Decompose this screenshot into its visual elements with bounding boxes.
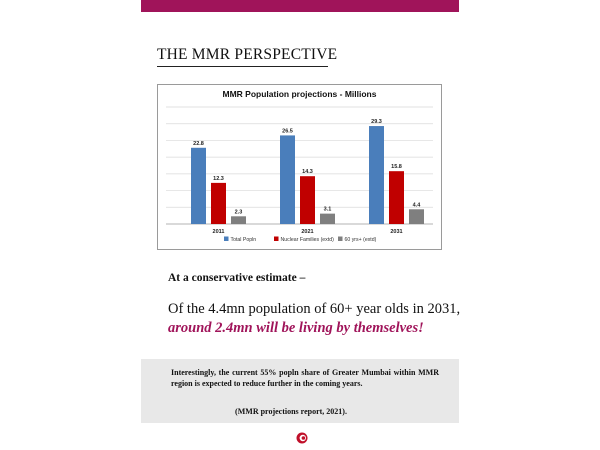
bar-data-label: 22.8: [193, 141, 204, 147]
note-source: (MMR projections report, 2021).: [235, 407, 347, 416]
legend-label: Nuclear Families (extd): [281, 237, 335, 243]
bar: [300, 176, 315, 224]
chart-plot: 22.8 12.3 2.3 2011 26.5 14.3 3.1 2021 29.3 15.8 4.…: [166, 106, 433, 243]
bar-data-label: 2.3: [235, 209, 243, 215]
bar-data-label: 29.3: [371, 119, 382, 125]
bar: [389, 171, 404, 224]
bar: [320, 213, 335, 224]
legend-label: 60 yrs+ (extd): [345, 237, 377, 243]
estimate-label: At a conservative estimate –: [168, 272, 306, 284]
bar: [280, 135, 295, 224]
bar: [191, 147, 206, 224]
legend-swatch: [274, 236, 279, 241]
note-text: Interestingly, the current 55% popln sha…: [171, 368, 439, 388]
x-tick-label: 2011: [213, 229, 225, 235]
bar: [369, 126, 384, 224]
bar-data-label: 14.3: [302, 169, 313, 175]
legend-label: Total Popln: [231, 237, 257, 243]
top-accent-bar: [141, 0, 459, 12]
bar-data-label: 3.1: [324, 207, 332, 213]
bar-data-label: 12.3: [213, 176, 224, 182]
bar-data-label: 26.5: [282, 128, 293, 134]
circular-logo-icon: [296, 432, 308, 444]
legend-swatch: [338, 236, 343, 241]
note-box: Interestingly, the current 55% popln sha…: [141, 359, 459, 423]
legend-swatch: [224, 236, 229, 241]
bar: [211, 182, 226, 224]
x-tick-label: 2031: [390, 229, 402, 235]
bar-data-label: 15.8: [391, 164, 402, 170]
highlight-statement: around 2.4mn will be living by themselve…: [168, 320, 424, 336]
page-heading: THE MMR PERSPECTIVE: [157, 46, 338, 63]
population-chart: MMR Population projections - Millions 22…: [157, 84, 442, 250]
x-tick-label: 2021: [301, 229, 313, 235]
heading-underline: [157, 66, 328, 67]
bar-data-label: 4.4: [413, 202, 422, 208]
chart-title: MMR Population projections - Millions: [222, 89, 377, 99]
bar: [409, 209, 424, 224]
bar: [231, 216, 246, 224]
stat-statement: Of the 4.4mn population of 60+ year olds…: [168, 301, 461, 317]
